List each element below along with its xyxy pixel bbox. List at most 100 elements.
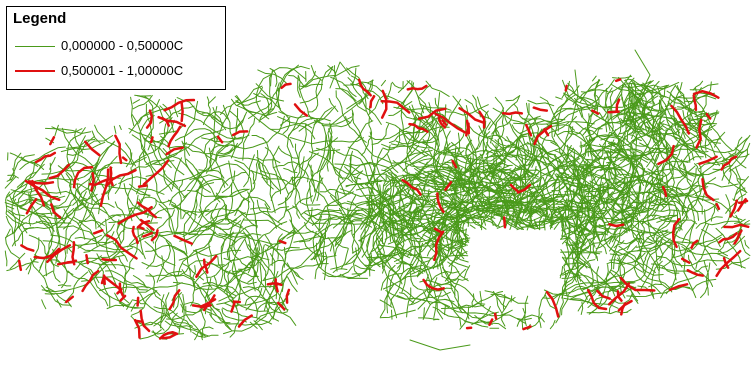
road-segment-high xyxy=(436,192,445,214)
road-segment xyxy=(687,197,695,243)
road-segment xyxy=(401,244,423,293)
road-segment-high xyxy=(216,135,224,144)
road-segment xyxy=(716,253,746,269)
road-segment xyxy=(60,172,101,215)
road-segment xyxy=(66,136,79,181)
road-segment xyxy=(684,129,713,145)
road-segment-high xyxy=(441,119,448,126)
road-segment xyxy=(665,143,674,184)
road-segment-high xyxy=(718,232,738,244)
road-segment xyxy=(456,220,468,255)
road-segment-high xyxy=(698,155,718,166)
road-segment xyxy=(603,200,648,242)
road-segment xyxy=(651,188,689,219)
road-segment xyxy=(347,77,382,125)
road-segment xyxy=(632,142,649,147)
road-segment xyxy=(607,223,676,246)
road-segment xyxy=(455,238,464,261)
road-segment xyxy=(563,240,577,297)
road-segment xyxy=(107,214,122,218)
road-segment xyxy=(368,93,387,116)
road-segment-high xyxy=(564,84,568,92)
road-segment-high xyxy=(34,151,57,164)
road-segment xyxy=(360,204,376,230)
road-segment-high xyxy=(137,184,148,188)
road-segment xyxy=(199,308,206,339)
road-segment xyxy=(348,162,377,166)
road-segment xyxy=(145,142,187,165)
road-segment-high xyxy=(231,130,249,137)
road-segment xyxy=(606,150,622,177)
road-segment xyxy=(471,306,491,325)
road-segment xyxy=(627,84,670,95)
road-segment-high xyxy=(33,247,61,260)
road-segment xyxy=(531,137,572,194)
road-segment xyxy=(506,136,550,176)
road-segment xyxy=(593,281,636,289)
road-segment xyxy=(192,332,219,338)
road-segment xyxy=(530,181,586,194)
road-segment xyxy=(229,246,250,269)
road-segment xyxy=(444,305,446,316)
road-segment xyxy=(167,199,179,234)
road-segment xyxy=(664,94,685,107)
road-segment xyxy=(315,242,322,265)
road-segment xyxy=(550,85,580,144)
road-segment xyxy=(178,230,215,261)
road-segment xyxy=(313,205,330,260)
road-segment xyxy=(704,182,739,188)
road-segment xyxy=(194,326,214,341)
road-segment xyxy=(425,241,469,258)
road-segment xyxy=(600,155,630,172)
road-segment xyxy=(612,245,637,278)
road-segment xyxy=(484,132,538,177)
road-segment xyxy=(720,194,731,229)
road-segment-high xyxy=(117,205,153,225)
road-segment xyxy=(126,235,154,248)
road-segment xyxy=(486,164,536,197)
road-segment xyxy=(64,271,89,304)
road-segment xyxy=(262,263,329,282)
road-segment xyxy=(153,304,165,327)
road-segment-high xyxy=(142,159,170,186)
road-segment-high xyxy=(671,217,681,249)
road-segment xyxy=(387,82,392,98)
road-segment xyxy=(372,211,403,285)
road-segment-high xyxy=(433,227,442,234)
road-segment xyxy=(62,191,87,224)
road-segment xyxy=(306,185,326,269)
road-segment-high xyxy=(545,290,560,318)
road-segment-high xyxy=(150,229,159,242)
road-segment xyxy=(452,198,483,228)
road-segment xyxy=(72,216,105,226)
road-segment xyxy=(538,202,556,230)
road-segment-high xyxy=(502,216,507,229)
road-segment xyxy=(415,125,440,177)
road-segment xyxy=(97,214,133,228)
road-segment xyxy=(229,115,285,150)
road-segment xyxy=(17,226,24,248)
road-segment xyxy=(441,307,509,317)
road-segment-high xyxy=(274,278,279,293)
road-segment xyxy=(157,209,175,230)
road-segment xyxy=(386,176,397,212)
road-segment xyxy=(646,181,700,195)
road-segment xyxy=(459,306,470,330)
road-segment xyxy=(98,263,111,308)
road-segment xyxy=(131,114,146,142)
road-segment-high xyxy=(46,244,72,264)
road-segment xyxy=(415,177,460,191)
road-segment xyxy=(580,165,615,188)
road-segment xyxy=(248,101,272,119)
road-segment xyxy=(290,176,323,184)
road-segment xyxy=(299,66,334,104)
road-segment xyxy=(581,179,662,193)
road-segment xyxy=(681,159,703,215)
road-segment xyxy=(464,265,471,278)
road-segment xyxy=(263,249,270,281)
road-segment xyxy=(608,142,672,190)
road-segment xyxy=(136,188,165,195)
road-segment xyxy=(347,146,392,220)
road-segment xyxy=(647,195,664,256)
